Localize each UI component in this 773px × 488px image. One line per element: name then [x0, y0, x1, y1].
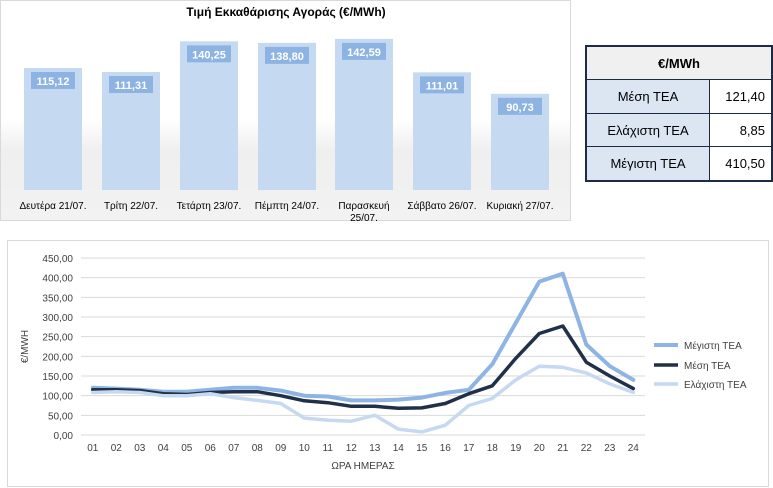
table-row: Ελάχιστη ΤΕΑ 8,85	[587, 113, 771, 148]
bar	[180, 41, 238, 191]
data-label-box	[498, 97, 542, 115]
chart-title: Τιμή Εκκαθάρισης Αγοράς (€/MWh)	[186, 5, 385, 19]
data-label-box	[265, 46, 309, 64]
x-tick-label: 08	[252, 443, 264, 454]
series-line-1	[90, 271, 636, 403]
x-tick-label: 18	[487, 443, 499, 454]
x-tick-label: 02	[111, 443, 123, 454]
data-label: 138,80	[270, 51, 304, 63]
tea-summary-table: €/MWh Μέση ΤΕΑ 121,40 Ελάχιστη ΤΕΑ 8,85 …	[585, 45, 773, 182]
category-label: Τετάρτη 23/07.	[177, 200, 242, 212]
x-tick-label: 06	[205, 443, 217, 454]
y-tick-label: 0,00	[54, 431, 74, 442]
series-line-3	[91, 364, 636, 434]
x-tick-label: 12	[346, 443, 358, 454]
data-label-box	[31, 71, 75, 89]
x-tick-label: 17	[463, 443, 475, 454]
x-tick-label: 05	[181, 443, 193, 454]
x-tick-label: 15	[416, 443, 428, 454]
row-value: 410,50	[710, 147, 771, 181]
legend-label: Ελάχιστη ΤΕΑ	[684, 379, 747, 391]
row-label: Μέση ΤΕΑ	[587, 80, 710, 113]
x-tick-label: 13	[369, 443, 381, 454]
data-label: 111,31	[115, 80, 147, 92]
x-tick-label: 24	[628, 443, 640, 454]
y-tick-label: 200,00	[42, 352, 73, 363]
line-chart-svg: 0,00 50,00 100,00 150,00 200,00 250,00 300,00 3…	[20, 254, 747, 472]
row-label: Ελάχιστη ΤΕΑ	[587, 113, 710, 147]
x-tick-label: 03	[134, 443, 146, 454]
x-tick-label: 11	[323, 443, 334, 454]
table-row: Μέγιστη ΤΕΑ 410,50	[587, 147, 771, 181]
x-tick-label: 22	[581, 443, 593, 454]
table-row: Μέση ΤΕΑ 121,40	[587, 80, 771, 114]
data-label: 90,73	[506, 102, 534, 114]
y-tick-label: 150,00	[42, 372, 73, 383]
x-tick-label: 16	[440, 443, 452, 454]
category-label: Παρασκευή	[338, 200, 389, 212]
y-axis-title: €/MWH	[20, 330, 31, 363]
x-tick-label: 07	[228, 443, 240, 454]
category-label: 25/07.	[350, 213, 378, 222]
data-label: 142,59	[347, 47, 381, 59]
data-label-box	[420, 76, 464, 94]
x-axis-title: ΩΡΑ ΗΜΕΡΑΣ	[331, 461, 394, 472]
daily-price-bar-chart: Τιμή Εκκαθάρισης Αγοράς (€/MWh) 115,12 Δευ…	[0, 0, 571, 222]
table-header: €/MWh	[587, 47, 771, 80]
y-tick-label: 50,00	[48, 411, 73, 422]
x-tick-label: 21	[557, 443, 569, 454]
y-tick-label: 300,00	[42, 313, 73, 324]
data-label: 111,01	[426, 80, 458, 92]
x-tick-label: 14	[393, 443, 405, 454]
data-label-box	[109, 76, 153, 94]
row-value: 8,85	[710, 113, 771, 147]
category-label: Σάββατο 26/07.	[407, 200, 476, 212]
data-label: 115,12	[36, 76, 69, 88]
row-value: 121,40	[710, 80, 771, 113]
x-tick-label: 04	[158, 443, 170, 454]
legend-label: Μέγιστη ΤΕΑ	[684, 340, 742, 352]
x-tick-label: 20	[534, 443, 546, 454]
x-tick-label: 23	[604, 443, 616, 454]
hourly-price-line-chart: 0,00 50,00 100,00 150,00 200,00 250,00 300,00 3…	[7, 240, 769, 487]
legend-label: Μέση ΤΕΑ	[684, 360, 731, 372]
y-tick-label: 350,00	[42, 293, 73, 304]
x-tick-label: 09	[275, 443, 287, 454]
bar	[335, 38, 393, 190]
y-tick-label: 450,00	[42, 254, 73, 265]
row-label: Μέγιστη ΤΕΑ	[587, 147, 710, 181]
y-tick-label: 250,00	[42, 333, 73, 344]
category-label: Πέμπτη 24/07.	[255, 200, 319, 212]
y-tick-label: 400,00	[42, 274, 73, 285]
x-tick-label: 19	[510, 443, 522, 454]
data-label: 140,25	[192, 49, 226, 61]
bar	[258, 42, 316, 190]
x-tick-label: 10	[299, 443, 311, 454]
y-tick-label: 100,00	[42, 392, 73, 403]
bar-chart-svg: Τιμή Εκκαθάρισης Αγοράς (€/MWh) 115,12 Δευ…	[19, 5, 554, 222]
category-label: Τρίτη 22/07.	[104, 200, 158, 212]
data-label-box	[342, 42, 386, 60]
category-label: Δευτέρα 21/07.	[19, 200, 86, 212]
category-label: Κυριακή 27/07.	[487, 200, 554, 212]
x-tick-label: 01	[87, 443, 99, 454]
data-label-box	[187, 45, 231, 63]
